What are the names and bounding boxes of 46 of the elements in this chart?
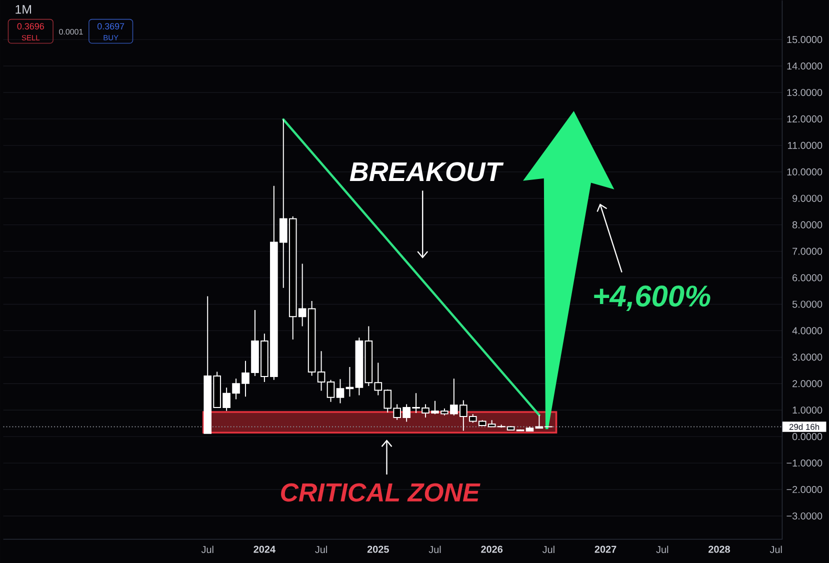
candlestick	[526, 426, 534, 432]
y-tick-label: 7.0000	[792, 248, 822, 255]
x-tick-label: 2025	[367, 546, 389, 553]
y-tick-label: 1.0000	[792, 406, 822, 414]
y-tick-label: 8.0000	[792, 221, 822, 228]
chart-title: 1M	[16, 5, 32, 14]
y-tick-label: −3.0000	[786, 512, 822, 520]
annotation: 0.3697	[97, 23, 124, 30]
x-tick-label: 2027	[594, 546, 616, 553]
y-tick-label: 13.0000	[787, 88, 822, 96]
candlestick	[326, 379, 335, 402]
candlestick	[497, 424, 506, 428]
x-tick-label: 2028	[708, 546, 730, 553]
x-tick-label: Jul	[201, 546, 214, 553]
candlestick	[355, 337, 364, 396]
x-tick-label: Jul	[428, 546, 441, 553]
annotation: BREAKOUT	[350, 162, 504, 182]
y-tick-label: 11.0000	[788, 142, 822, 149]
y-tick-label: 6.0000	[792, 274, 822, 282]
y-tick-label: 12.0000	[787, 115, 822, 122]
ref-line-label: 29d 16h	[789, 424, 820, 430]
candlestick	[346, 366, 354, 398]
annotation: 0.3696	[17, 23, 44, 30]
y-tick-label: 2.0000	[792, 380, 822, 388]
x-tick-label: Jul	[315, 546, 327, 553]
y-tick-label: −2.0000	[786, 486, 822, 493]
y-tick-label: 5.0000	[792, 300, 822, 308]
x-tick-label: 2024	[254, 546, 276, 553]
x-tick-label: Jul	[770, 546, 782, 553]
x-tick-label: Jul	[542, 546, 554, 553]
annotation: CRITICAL ZONE	[281, 483, 480, 502]
candlestick	[506, 425, 515, 431]
candlestick	[317, 350, 326, 392]
y-tick-label: 4.0000	[792, 327, 822, 334]
y-tick-label: 3.0000	[792, 354, 822, 361]
x-tick-label: 2026	[481, 546, 503, 553]
y-tick-label: 0.0000	[792, 432, 822, 440]
y-tick-label: 14.0000	[787, 62, 822, 70]
annotation: +4,600%	[594, 285, 710, 311]
y-tick-label: −1.0000	[786, 459, 822, 466]
y-tick-label: 10.0000	[787, 168, 822, 176]
y-tick-label: 15.0000	[787, 36, 822, 44]
candlestick	[535, 414, 544, 430]
y-tick-label: 9.0000	[792, 194, 822, 202]
x-tick-label: Jul	[656, 546, 668, 553]
candlestick	[336, 378, 344, 404]
